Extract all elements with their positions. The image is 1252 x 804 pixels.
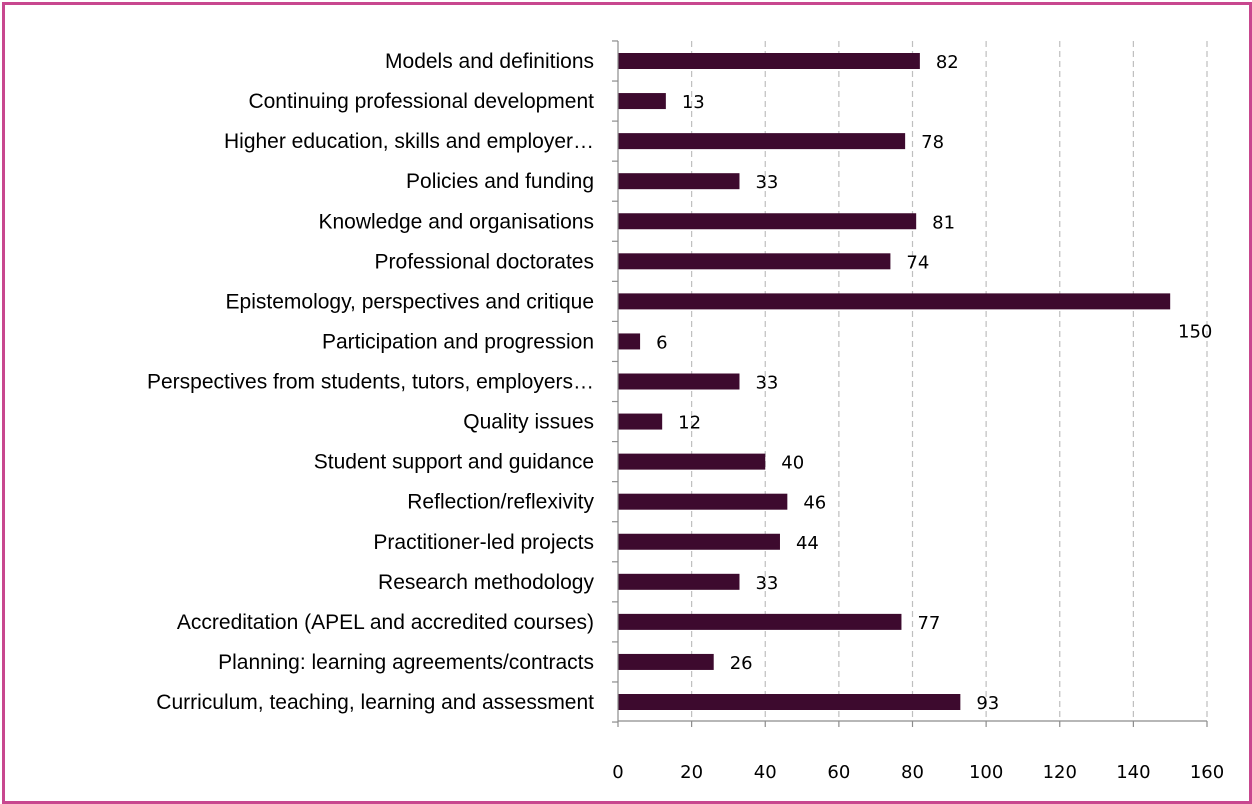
bar xyxy=(618,173,740,190)
data-label: 26 xyxy=(730,653,753,674)
data-label: 77 xyxy=(917,613,940,634)
data-label: 33 xyxy=(755,573,778,594)
data-label: 33 xyxy=(755,373,778,394)
gridlines xyxy=(691,41,1208,721)
x-tick-label: 140 xyxy=(1116,762,1150,783)
category-label: Policies and funding xyxy=(406,170,594,193)
data-label: 93 xyxy=(976,693,999,714)
tick-labels: 0 20 40 60 80 100 120 140 160 xyxy=(612,762,1224,783)
data-label: 13 xyxy=(682,92,705,113)
category-label: Continuing professional development xyxy=(248,90,594,113)
category-label: Professional doctorates xyxy=(375,250,594,273)
category-label: Quality issues xyxy=(463,411,594,434)
data-label: 150 xyxy=(1178,321,1212,342)
x-tick-label: 60 xyxy=(827,762,850,783)
data-label: 6 xyxy=(656,332,667,353)
category-label: Models and definitions xyxy=(385,50,594,73)
bar xyxy=(618,533,780,550)
category-label: Perspectives from students, tutors, empl… xyxy=(147,371,594,394)
x-tick-label: 160 xyxy=(1190,762,1224,783)
bar xyxy=(618,413,663,430)
category-label: Planning: learning agreements/contracts xyxy=(218,651,594,674)
bar xyxy=(618,373,740,390)
bar xyxy=(618,613,902,630)
data-label: 12 xyxy=(678,413,701,434)
bar xyxy=(618,133,906,150)
data-label: 44 xyxy=(796,533,819,554)
data-label: 81 xyxy=(932,212,955,233)
category-label: Epistemology, perspectives and critique xyxy=(226,290,594,313)
x-tick-label: 120 xyxy=(1043,762,1077,783)
axes xyxy=(612,40,1208,727)
data-label: 33 xyxy=(755,172,778,193)
data-label: 46 xyxy=(803,493,826,514)
x-tick-label: 100 xyxy=(969,762,1003,783)
data-label: 82 xyxy=(936,52,959,73)
bar xyxy=(618,213,917,230)
category-label: Student support and guidance xyxy=(314,451,594,474)
x-tick-label: 80 xyxy=(901,762,924,783)
bar xyxy=(618,653,714,670)
category-label: Curriculum, teaching, learning and asses… xyxy=(156,691,594,714)
data-label: 78 xyxy=(921,132,944,153)
x-tick-label: 20 xyxy=(680,762,703,783)
data-label: 74 xyxy=(906,252,929,273)
bar xyxy=(618,53,920,69)
category-label: Knowledge and organisations xyxy=(318,210,594,233)
category-label: Practitioner-led projects xyxy=(373,531,594,554)
category-labels: Models and definitions Continuing profess… xyxy=(147,50,594,714)
data-label: 40 xyxy=(781,453,804,474)
category-label: Participation and progression xyxy=(322,330,594,353)
bar xyxy=(618,253,891,270)
x-tick-label: 0 xyxy=(612,762,623,783)
bar xyxy=(618,293,1171,310)
bar xyxy=(618,493,788,510)
category-label: Reflection/reflexivity xyxy=(407,491,594,514)
x-tick-label: 40 xyxy=(754,762,777,783)
bar xyxy=(618,694,961,710)
bar xyxy=(618,333,641,350)
category-label: Higher education, skills and employer… xyxy=(224,130,594,153)
bar xyxy=(618,573,740,590)
bar xyxy=(618,93,666,110)
category-label: Accreditation (APEL and accredited cours… xyxy=(177,611,594,634)
category-label: Research methodology xyxy=(378,571,594,594)
bars xyxy=(618,53,1171,710)
bar xyxy=(618,453,766,470)
